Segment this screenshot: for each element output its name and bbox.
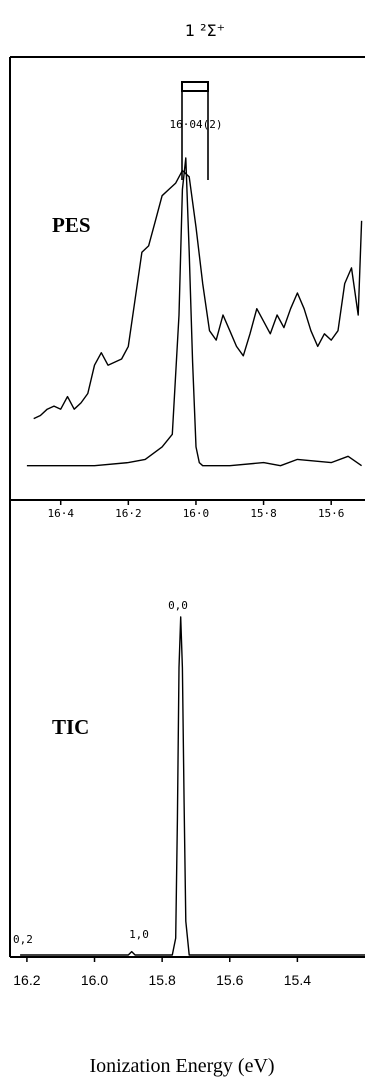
tic-annotation-0-0: 0,0 — [168, 599, 188, 612]
x-tick-label: 15·6 — [318, 507, 345, 520]
tic-annotation-0-2: 0,2 — [13, 933, 33, 946]
pes-panel-label: PES — [52, 213, 91, 237]
series-line-1 — [26, 157, 362, 467]
series-line-0 — [20, 616, 365, 956]
x-tick-label: 16.2 — [13, 972, 40, 988]
pes-x-ticks: 16·4 16·2 16·0 15·8 15·6 — [47, 500, 344, 520]
x-tick-label: 15·8 — [250, 507, 277, 520]
x-tick-label: 16.0 — [81, 972, 108, 988]
x-axis-label: Ionization Energy (eV) — [89, 1055, 274, 1077]
series-line-0 — [33, 169, 363, 420]
pes-peak-annotation: 16·04(2) — [170, 118, 223, 131]
tic-annotation-1-0: 1,0 — [129, 928, 149, 941]
tic-x-ticks: 16.2 16.0 15.8 15.6 15.4 — [13, 957, 311, 988]
tic-series — [20, 616, 365, 956]
pes-series — [26, 157, 363, 467]
x-tick-label: 15.6 — [216, 972, 243, 988]
pes-panel: PES 16·4 16·2 16·0 15·8 15·6 16·04(2) — [9, 56, 365, 520]
chart-title: 1 ²Σ⁺ — [185, 21, 225, 40]
x-tick-label: 16·4 — [47, 507, 74, 520]
x-tick-label: 15.4 — [284, 972, 311, 988]
tic-panel-label: TIC — [52, 715, 89, 739]
tic-panel: TIC 16.2 16.0 15.8 15.6 15.4 0,0 1,0 0,2 — [9, 500, 365, 988]
x-tick-label: 16·2 — [115, 507, 142, 520]
x-tick-label: 16·0 — [183, 507, 210, 520]
x-tick-label: 15.8 — [149, 972, 176, 988]
pes-saturation-marker — [181, 81, 209, 92]
